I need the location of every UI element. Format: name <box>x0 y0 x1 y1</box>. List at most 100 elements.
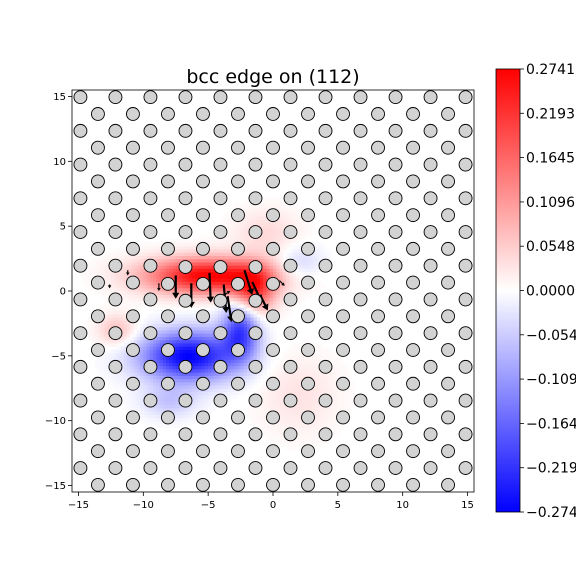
heatmap-cell <box>302 355 307 360</box>
heatmap-cell <box>260 346 264 350</box>
heatmap-cell <box>318 407 323 412</box>
heatmap-cell <box>195 333 200 337</box>
heatmap-cell <box>328 381 332 386</box>
heatmap-cell <box>240 355 245 360</box>
heatmap-cell <box>237 235 242 240</box>
heatmap-cell <box>191 265 196 269</box>
heatmap-cell <box>159 271 164 276</box>
atom-marker <box>73 157 88 172</box>
heatmap-cell <box>185 410 190 415</box>
heatmap-cell <box>263 248 268 253</box>
atom-marker <box>283 157 298 172</box>
heatmap-cell <box>117 303 122 308</box>
heatmap-cell <box>285 385 290 389</box>
heatmap-cell <box>117 378 122 383</box>
heatmap-cell <box>328 352 332 357</box>
heatmap-cell <box>260 232 264 237</box>
heatmap-cell <box>292 342 297 347</box>
heatmap-cell <box>331 430 336 435</box>
heatmap-cell <box>298 258 303 263</box>
heatmap-cell <box>263 209 268 214</box>
heatmap-cell <box>276 423 281 428</box>
heatmap-cell <box>263 359 268 363</box>
heatmap-cell <box>166 333 170 337</box>
heatmap-cell <box>169 258 174 263</box>
heatmap-cell <box>282 313 287 318</box>
heatmap-cell <box>295 222 300 227</box>
heatmap-cell <box>292 287 297 292</box>
heatmap-cell <box>178 375 183 380</box>
heatmap-cell <box>178 274 183 279</box>
heatmap-cell <box>88 284 93 289</box>
heatmap-cell <box>140 294 144 299</box>
heatmap-cell <box>302 423 307 428</box>
atom-marker <box>108 123 123 138</box>
heatmap-cell <box>260 339 264 344</box>
atom-marker <box>441 107 455 121</box>
heatmap-cell <box>282 307 287 312</box>
heatmap-cell <box>198 258 203 263</box>
colorbar <box>495 68 521 513</box>
heatmap-cell <box>97 291 102 295</box>
heatmap-cell <box>159 368 164 373</box>
heatmap-cell <box>159 252 164 256</box>
heatmap-cell <box>269 397 274 402</box>
heatmap-cell <box>127 294 131 299</box>
heatmap-cell <box>285 303 290 308</box>
heatmap-cell <box>159 420 164 425</box>
heatmap-cell <box>295 232 300 237</box>
heatmap-cell <box>123 346 128 350</box>
atom-marker <box>318 427 333 442</box>
heatmap-cell <box>350 397 355 402</box>
heatmap-cell <box>208 326 212 331</box>
heatmap-cell <box>172 271 177 276</box>
heatmap-cell <box>217 320 222 325</box>
heatmap-cell <box>123 294 128 299</box>
heatmap-cell <box>285 375 290 380</box>
heatmap-cell <box>289 216 294 221</box>
atom-marker <box>73 258 88 273</box>
heatmap-cell <box>211 381 216 386</box>
heatmap-cell <box>250 417 255 422</box>
heatmap-cell <box>240 320 245 325</box>
heatmap-cell <box>156 294 161 299</box>
heatmap-cell <box>136 271 141 276</box>
heatmap-cell <box>217 381 222 386</box>
heatmap-cell <box>321 252 326 256</box>
heatmap-cell <box>130 355 135 360</box>
heatmap-cell <box>243 232 248 237</box>
heatmap-cell <box>302 436 307 441</box>
heatmap-cell <box>156 346 161 350</box>
heatmap-cell <box>88 274 93 279</box>
heatmap-cell <box>156 362 161 367</box>
heatmap-cell <box>266 397 271 402</box>
heatmap-cell <box>120 297 125 302</box>
atom-marker <box>441 343 455 357</box>
heatmap-cell <box>282 206 287 211</box>
heatmap-cell <box>224 274 229 279</box>
heatmap-cell <box>182 410 187 415</box>
heatmap-cell <box>295 235 300 240</box>
atom-marker <box>196 140 210 155</box>
heatmap-cell <box>318 372 323 376</box>
heatmap-cell <box>140 391 144 396</box>
heatmap-cell <box>104 274 109 279</box>
atom-marker <box>126 376 140 391</box>
heatmap-cell <box>324 388 329 393</box>
heatmap-cell <box>311 391 316 396</box>
heatmap-cell <box>195 310 200 315</box>
heatmap-cell <box>120 333 125 337</box>
heatmap-cell <box>224 336 229 341</box>
heatmap-cell <box>97 268 102 273</box>
heatmap-cell <box>295 349 300 354</box>
heatmap-cell <box>211 245 216 250</box>
y-tick-label: −5 <box>51 351 66 362</box>
heatmap-cell <box>256 310 261 315</box>
heatmap-cell <box>214 271 219 276</box>
heatmap-cell <box>182 414 187 419</box>
heatmap-cell <box>308 427 313 431</box>
atom-marker <box>126 444 140 459</box>
heatmap-cell <box>217 355 222 360</box>
heatmap-cell <box>101 368 106 373</box>
heatmap-cell <box>224 316 229 321</box>
